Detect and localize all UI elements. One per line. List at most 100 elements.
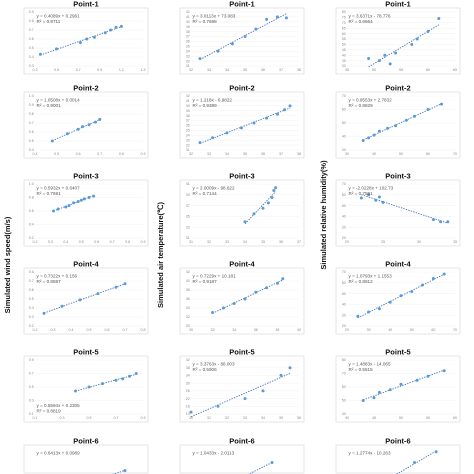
data-point: [243, 397, 247, 401]
data-point: [101, 382, 104, 386]
x-tick-label: 50: [410, 328, 414, 332]
x-tick-label: 30: [189, 416, 193, 420]
data-point: [388, 62, 392, 66]
panel-title: Point-3: [73, 172, 98, 181]
x-tick-label: 34: [225, 68, 229, 72]
data-point: [239, 126, 243, 130]
trendline: [363, 103, 442, 141]
data-point: [123, 469, 127, 473]
y-tick-label: 32: [186, 59, 190, 63]
x-tick-label: 0.9: [141, 152, 146, 156]
x-tick-label: 0.9: [141, 416, 146, 420]
y-tick-label: 35: [186, 215, 190, 219]
trendline-equation: y = 1.0508x + 0.0014: [37, 98, 81, 103]
panel-title: Point-1: [385, 0, 410, 9]
panel-title: Point-4: [385, 260, 411, 269]
y-tick-label: 60: [342, 385, 346, 389]
y-tick-label: 33: [186, 138, 190, 142]
y-tick-label: 14: [186, 412, 190, 416]
x-tick-label: 0.6: [76, 152, 81, 156]
x-tick-label: 0.4: [63, 240, 68, 244]
data-point: [272, 188, 276, 192]
x-tick-label: 32: [211, 328, 215, 332]
y-tick-label: 41: [186, 182, 190, 186]
data-point: [128, 374, 131, 378]
x-tick-label: 0.3: [60, 416, 65, 420]
x-tick-label: 37: [279, 152, 283, 156]
y-tick-label: 35: [186, 129, 190, 133]
trendline-equation: y = 1.0793x + 1.1553: [349, 274, 393, 279]
data-point: [421, 283, 425, 287]
x-tick-label: 0.5: [79, 240, 84, 244]
chart-frame: [179, 7, 305, 75]
x-tick-label: 0.2: [33, 240, 38, 244]
x-tick-label: 34: [261, 416, 265, 420]
data-point: [243, 297, 247, 301]
data-point: [426, 29, 430, 33]
data-point: [383, 53, 387, 57]
x-tick-label: 0.5: [54, 68, 59, 72]
y-tick-label: 0.8: [29, 270, 34, 274]
x-tick-label: 38: [297, 68, 301, 72]
y-tick-label: 50: [342, 292, 346, 296]
x-tick-label: 0.4: [33, 152, 38, 156]
panel-title: Point-2: [385, 84, 410, 93]
y-tick-label: 60: [342, 193, 346, 197]
data-point: [232, 302, 236, 305]
data-point: [413, 461, 416, 464]
y-tick-label: 41: [186, 99, 190, 103]
y-tick-label: 0.7: [29, 28, 34, 32]
y-tick-label: 39: [186, 25, 190, 29]
data-point: [394, 124, 398, 128]
scatter-panels: Point-1 0.3 0.4 0.5 0.6 0.7 0.8 0.9 0.3 0.5 0.7 0.9…: [23, 0, 461, 474]
y-axis-label-temp: Simulated air temperature(℃): [156, 202, 165, 308]
chart-frame: [179, 444, 305, 474]
data-point: [440, 102, 443, 106]
scatter-panel-14: Point-5 40 50 60 70 80 40 45 50 55 60 y = 1.4883x -…: [335, 348, 461, 423]
x-tick-label: 0.6: [94, 240, 99, 244]
x-tick-label: 60: [453, 416, 457, 420]
data-point: [85, 37, 89, 41]
y-tick-label: 0.9: [29, 103, 34, 107]
chart-frame: [335, 91, 461, 159]
x-tick-label: 37: [297, 240, 301, 244]
x-tick-label: 36: [297, 416, 301, 420]
x-tick-label: 30: [417, 240, 421, 244]
data-point: [123, 282, 127, 286]
x-tick-label: 32: [189, 68, 193, 72]
x-tick-label: 0.7: [97, 152, 102, 156]
x-tick-label: 0.7: [110, 240, 115, 244]
y-tick-label: 80: [342, 10, 346, 14]
y-tick-label: 38: [186, 114, 190, 118]
data-point: [372, 133, 376, 137]
data-point: [437, 16, 441, 20]
x-tick-label: 55: [399, 68, 403, 72]
data-point: [109, 28, 113, 32]
data-point: [377, 195, 381, 199]
x-tick-label: 0.5: [87, 328, 92, 332]
trendline: [40, 26, 122, 56]
y-tick-label: 0.5: [29, 297, 34, 301]
chart-frame: [23, 355, 149, 423]
data-point: [399, 294, 403, 298]
y-tick-label: 50: [342, 204, 346, 208]
data-point: [56, 207, 60, 211]
trendline: [43, 283, 126, 314]
trendline: [363, 369, 445, 401]
x-tick-label: 0.3: [51, 328, 56, 332]
panel-title: Point-6: [73, 437, 98, 446]
scatter-panel-16: Point-6 y = 1.0433x - 2.0113: [179, 437, 305, 474]
x-tick-label: 40: [388, 328, 392, 332]
y-tick-label: 30: [342, 225, 346, 229]
y-tick-label: 80: [342, 358, 346, 362]
y-tick-label: 70: [342, 21, 346, 25]
data-point: [377, 129, 381, 133]
y-tick-label: 0.1: [29, 412, 34, 416]
r-squared-label: R² = 0.9001: [37, 103, 62, 108]
x-tick-label: 0.6: [105, 328, 110, 332]
data-point: [78, 41, 82, 45]
x-tick-label: 50: [399, 152, 403, 156]
